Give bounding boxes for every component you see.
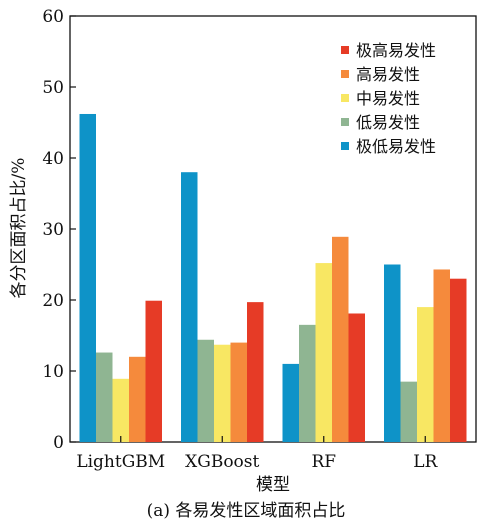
- legend-label: 中易发性: [356, 89, 420, 108]
- legend-swatch: [341, 142, 349, 150]
- legend-swatch: [341, 118, 349, 126]
- legend-label: 低易发性: [356, 113, 420, 132]
- x-tick-label: RF: [311, 452, 336, 472]
- y-tick-label: 10: [42, 362, 64, 382]
- legend-label: 极高易发性: [356, 41, 436, 60]
- bar-lightgbm-series-3: [112, 378, 129, 442]
- legend-label: 极低易发性: [356, 137, 436, 156]
- bar-lr-series-5: [450, 278, 467, 442]
- bar-rf-series-1: [282, 363, 299, 442]
- bar-xgboost-series-4: [230, 342, 247, 442]
- x-tick-label: XGBoost: [185, 452, 259, 472]
- bar-rf-series-3: [315, 263, 332, 442]
- bar-rf-series-5: [348, 313, 365, 442]
- bar-xgboost-series-1: [181, 172, 198, 442]
- y-tick-label: 30: [42, 220, 64, 240]
- y-tick-label: 0: [53, 433, 64, 453]
- legend-swatch: [341, 70, 349, 78]
- figure-caption: (a) 各易发性区域面积占比: [147, 501, 346, 521]
- legend-swatch: [341, 46, 349, 54]
- bar-lightgbm-series-5: [145, 300, 162, 442]
- y-tick-label: 60: [42, 7, 64, 27]
- bar-lr-series-4: [433, 269, 450, 442]
- x-tick-label: LightGBM: [76, 452, 165, 472]
- y-tick-label: 50: [42, 78, 64, 98]
- bars-group: [79, 113, 467, 442]
- y-tick-label: 20: [42, 291, 64, 311]
- axes-group: LightGBM XGBoost RF LR 0 10 20 30 40 50 60: [42, 7, 438, 472]
- legend-swatch: [341, 94, 349, 102]
- bar-rf-series-2: [299, 324, 316, 442]
- bar-xgboost-series-2: [197, 339, 214, 442]
- y-tick-label: 40: [42, 149, 64, 169]
- bar-lightgbm-series-1: [79, 113, 96, 442]
- bar-xgboost-series-3: [214, 344, 231, 442]
- bar-lightgbm-series-4: [129, 356, 146, 442]
- bar-lightgbm-series-2: [96, 352, 113, 442]
- y-axis-title: 各分区面积占比/%: [9, 158, 29, 299]
- bar-lr-series-2: [400, 381, 417, 442]
- legend-label: 高易发性: [356, 65, 420, 84]
- x-axis-title: 模型: [256, 475, 290, 495]
- bar-lr-series-1: [384, 264, 401, 442]
- bar-lr-series-3: [417, 307, 434, 442]
- x-tick-label: LR: [413, 452, 438, 472]
- bar-rf-series-4: [332, 236, 349, 442]
- bar-xgboost-series-5: [247, 302, 264, 442]
